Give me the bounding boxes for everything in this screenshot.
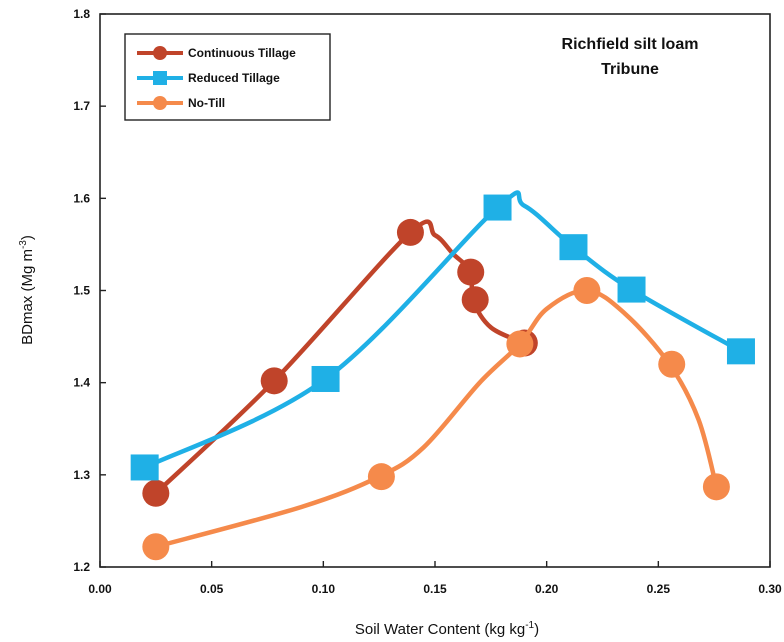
x-tick-label: 0.30 bbox=[758, 582, 782, 596]
series-no-till bbox=[142, 277, 730, 561]
y-tick-label: 1.5 bbox=[73, 284, 90, 298]
legend-item-no-till: No-Till bbox=[137, 96, 225, 110]
data-point bbox=[457, 258, 485, 286]
data-point bbox=[130, 454, 159, 481]
data-point bbox=[658, 350, 686, 378]
data-point bbox=[506, 330, 534, 358]
x-tick-label: 0.15 bbox=[423, 582, 447, 596]
legend-marker bbox=[153, 71, 167, 85]
x-axis-title-text: Soil Water Content (kg kg bbox=[355, 621, 525, 638]
data-point bbox=[559, 234, 588, 261]
data-point bbox=[142, 479, 170, 507]
data-point bbox=[367, 463, 395, 491]
data-point bbox=[142, 533, 170, 561]
x-tick-label: 0.20 bbox=[535, 582, 559, 596]
data-point bbox=[483, 194, 512, 221]
y-tick-label: 1.2 bbox=[73, 560, 90, 574]
legend-label: No-Till bbox=[188, 96, 225, 110]
x-axis-title: Soil Water Content (kg kg-1) bbox=[355, 620, 539, 638]
series-reduced-tillage bbox=[130, 190, 755, 481]
data-point bbox=[702, 473, 730, 501]
data-point bbox=[260, 367, 288, 395]
y-axis-title: BDmax (Mg m-3) bbox=[18, 235, 36, 345]
y-axis: 1.2 1.3 1.4 1.5 1.6 1.7 1.8 bbox=[73, 7, 106, 574]
y-tick-label: 1.3 bbox=[73, 468, 90, 482]
data-point bbox=[311, 365, 340, 392]
data-point bbox=[726, 338, 755, 365]
legend-label: Reduced Tillage bbox=[188, 71, 280, 85]
legend-item-continuous-tillage: Continuous Tillage bbox=[137, 46, 296, 60]
data-point bbox=[573, 277, 601, 304]
x-tick-label: 0.10 bbox=[312, 582, 336, 596]
series-line bbox=[153, 288, 719, 549]
data-point bbox=[617, 276, 646, 303]
x-axis-title-close: ) bbox=[534, 621, 539, 638]
y-tick-label: 1.6 bbox=[73, 191, 90, 205]
y-tick-label: 1.7 bbox=[73, 99, 90, 113]
y-axis-title-text: BDmax (Mg m bbox=[19, 249, 36, 345]
x-axis: 0.00 0.05 0.10 0.15 0.20 0.25 0.30 bbox=[88, 561, 782, 596]
legend: Continuous Tillage Reduced Tillage No-Till bbox=[124, 33, 331, 121]
y-tick-label: 1.4 bbox=[73, 376, 90, 390]
legend-label: Continuous Tillage bbox=[188, 46, 296, 60]
series-layer bbox=[130, 190, 755, 561]
y-axis-title-close: ) bbox=[19, 235, 36, 240]
x-tick-label: 0.25 bbox=[647, 582, 671, 596]
y-axis-title-sup: -3 bbox=[18, 240, 29, 249]
x-axis-title-sup: -1 bbox=[525, 620, 534, 631]
x-tick-label: 0.00 bbox=[88, 582, 112, 596]
series-continuous-tillage bbox=[142, 218, 538, 507]
data-point bbox=[461, 286, 489, 314]
x-tick-label: 0.05 bbox=[200, 582, 224, 596]
data-point bbox=[396, 218, 424, 246]
annotation-line-2: Tribune bbox=[601, 61, 659, 78]
annotation-line-1: Richfield silt loam bbox=[562, 36, 699, 53]
y-tick-label: 1.8 bbox=[73, 7, 90, 21]
legend-marker bbox=[153, 96, 167, 110]
legend-marker bbox=[153, 46, 167, 60]
legend-item-reduced-tillage: Reduced Tillage bbox=[137, 71, 280, 85]
